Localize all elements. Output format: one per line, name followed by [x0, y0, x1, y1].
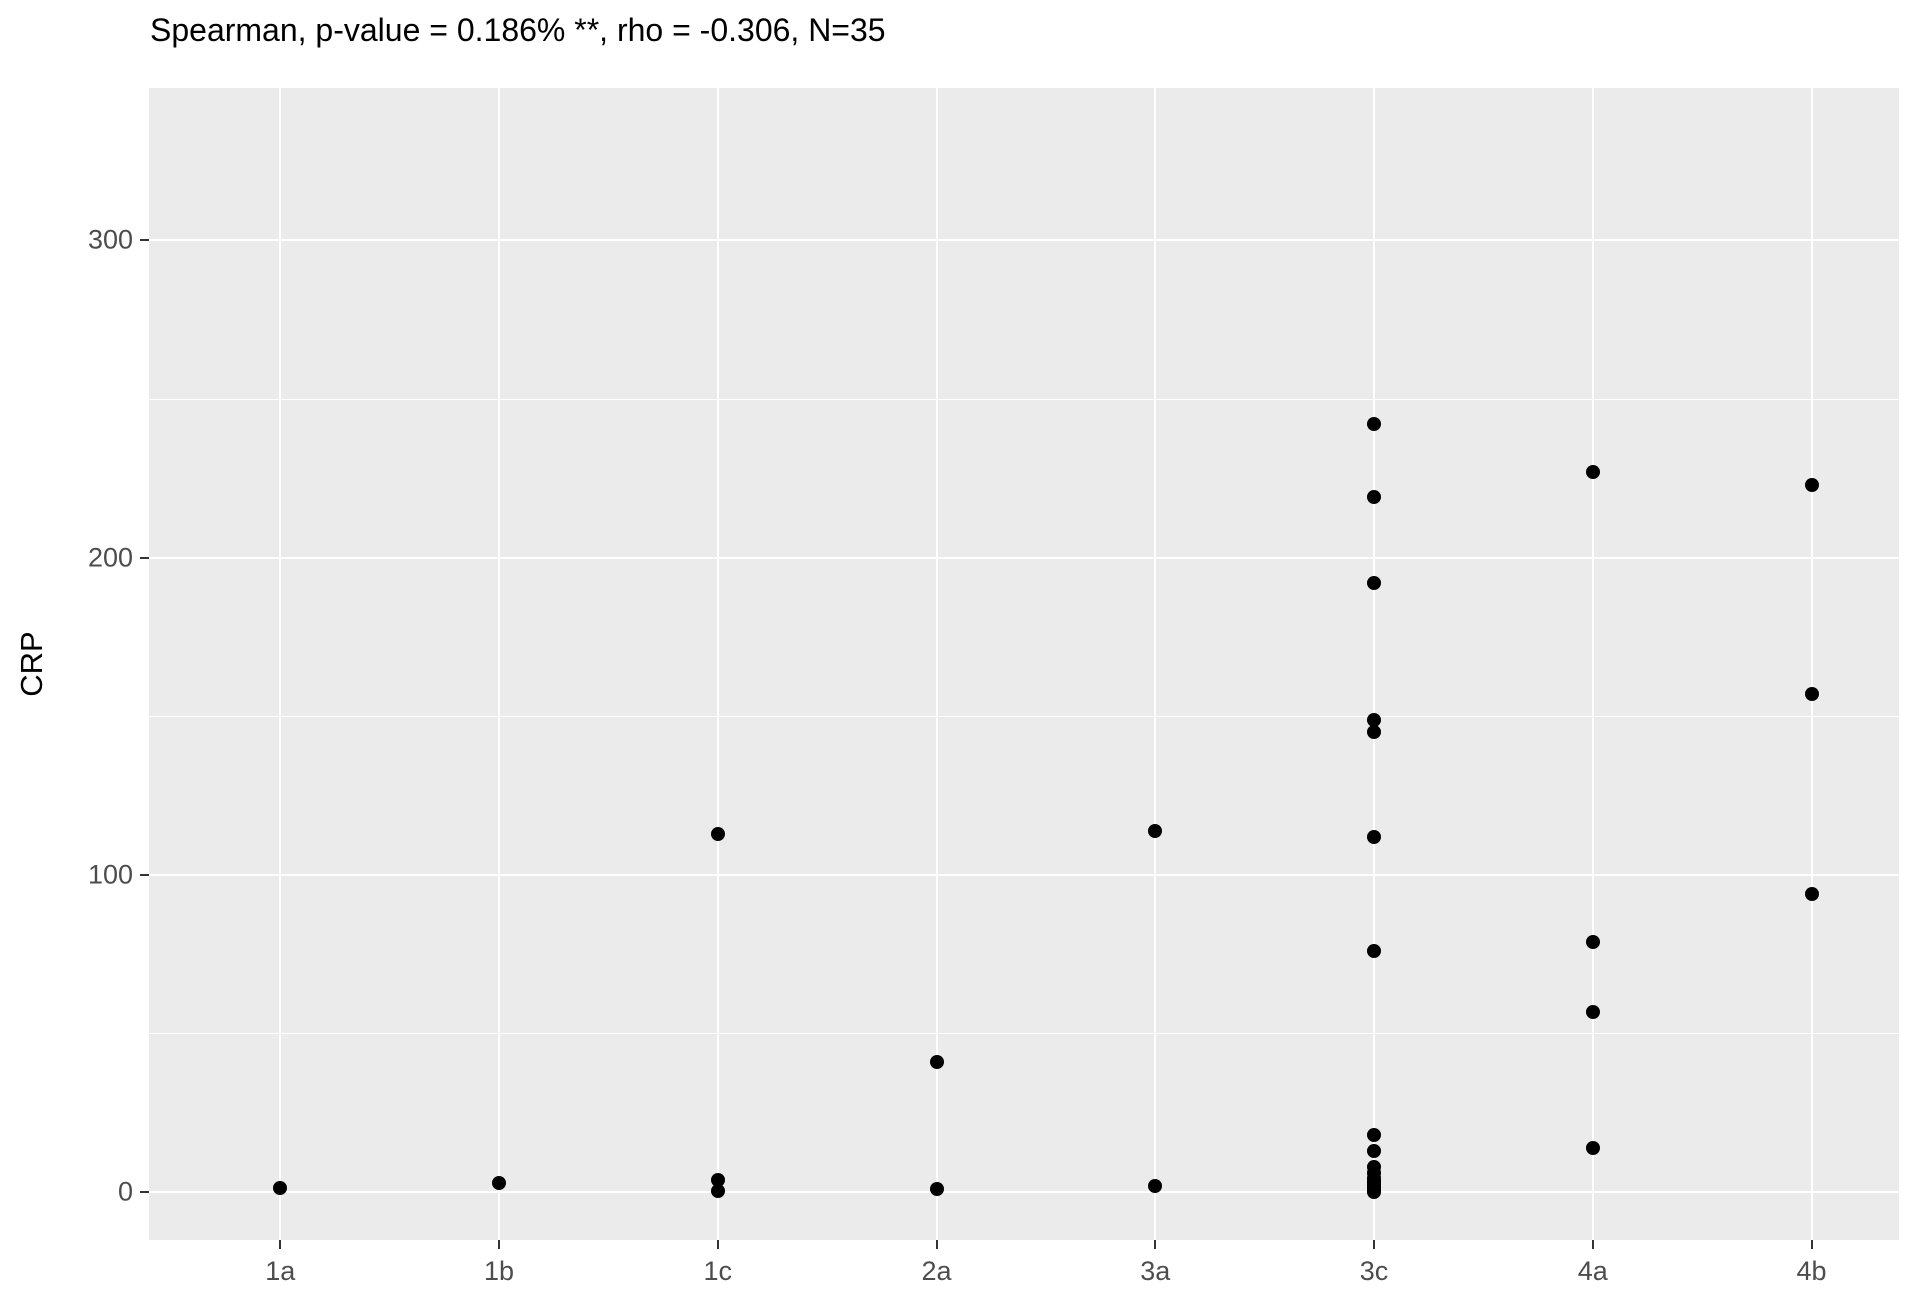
x-tick-label: 3c [1359, 1256, 1389, 1286]
data-point [1804, 887, 1819, 902]
x-tick-label: 3a [1140, 1256, 1171, 1286]
data-point [492, 1175, 506, 1190]
data-point [1367, 1144, 1381, 1159]
data-point [710, 1183, 725, 1198]
data-point [1367, 712, 1381, 727]
data-point [1367, 725, 1381, 740]
x-axis-tick [1154, 1240, 1157, 1249]
data-point [1367, 829, 1381, 844]
y-axis-tick [140, 1191, 149, 1194]
data-point [1585, 934, 1600, 949]
y-axis-title: CRP [14, 631, 49, 697]
data-point [273, 1180, 288, 1195]
gridline-major [149, 874, 1899, 877]
x-axis-tick [1373, 1240, 1375, 1249]
data-point [1367, 490, 1381, 505]
x-axis-tick [1591, 1240, 1594, 1249]
gridline-category [1591, 88, 1594, 1240]
plot-panel [149, 88, 1899, 1240]
data-point [929, 1055, 944, 1070]
x-tick-label: 1c [703, 1256, 733, 1286]
gridline-category [1373, 88, 1375, 1240]
gridline-major [149, 556, 1899, 559]
data-point [710, 826, 725, 841]
x-tick-label: 2a [921, 1256, 952, 1286]
data-point [1367, 1184, 1381, 1199]
x-axis-tick [1810, 1240, 1813, 1249]
gridline-major [149, 1191, 1899, 1194]
y-axis-tick [140, 874, 149, 877]
y-tick-label: 0 [117, 1176, 133, 1207]
x-axis-tick [279, 1240, 282, 1249]
gridline-minor [149, 1033, 1899, 1035]
data-point [1367, 1128, 1381, 1143]
y-tick-label: 300 [87, 224, 133, 255]
gridline-category [935, 88, 938, 1240]
data-point [1148, 823, 1163, 838]
x-axis-tick [716, 1240, 719, 1249]
data-point [1804, 477, 1819, 492]
y-axis-tick [140, 239, 149, 242]
x-tick-label: 4a [1577, 1256, 1608, 1286]
y-tick-label: 200 [87, 542, 133, 573]
x-axis-tick [935, 1240, 938, 1249]
x-tick-label: 1a [265, 1256, 296, 1286]
y-tick-label: 100 [87, 859, 133, 890]
x-axis-tick [498, 1240, 500, 1249]
gridline-category [716, 88, 719, 1240]
x-tick-label: 4b [1796, 1256, 1827, 1286]
gridline-category [1810, 88, 1813, 1240]
gridline-major [149, 239, 1899, 242]
data-point [929, 1182, 944, 1197]
data-point [1367, 576, 1381, 591]
data-point [1804, 687, 1819, 702]
chart-title: Spearman, p-value = 0.186% **, rho = -0.… [150, 12, 886, 48]
data-point [1585, 465, 1600, 479]
x-tick-label: 1b [483, 1256, 515, 1286]
data-point [1367, 944, 1381, 959]
data-point [1367, 417, 1381, 432]
data-point [710, 1172, 725, 1187]
gridline-minor [149, 398, 1899, 400]
gridline-category [279, 88, 282, 1240]
data-point [1585, 1004, 1600, 1019]
data-point [1148, 1179, 1163, 1194]
data-point [1585, 1140, 1600, 1155]
gridline-category [1154, 88, 1157, 1240]
gridline-category [498, 88, 500, 1240]
y-axis-tick [140, 556, 149, 559]
gridline-minor [149, 715, 1899, 717]
